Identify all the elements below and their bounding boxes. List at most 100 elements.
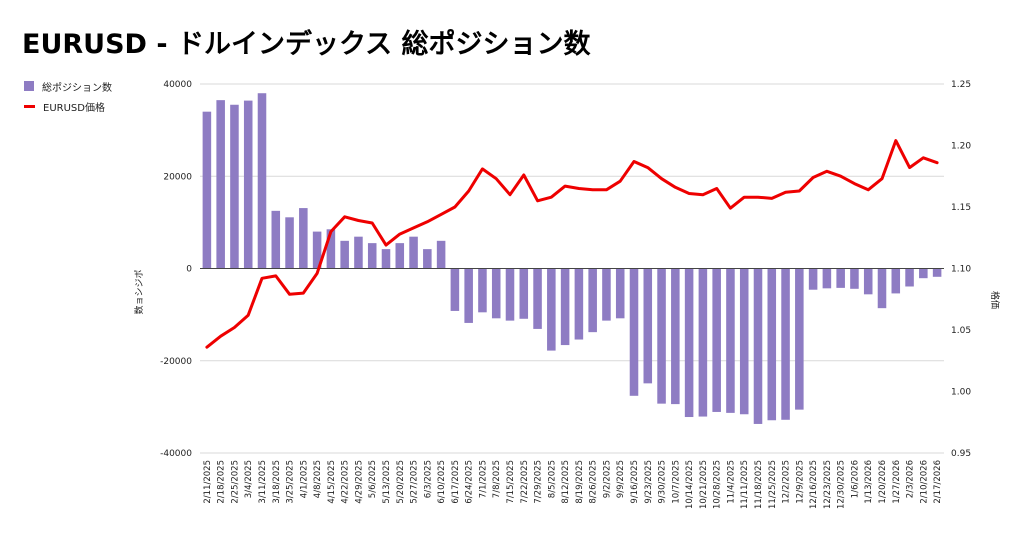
bar [505,268,515,321]
bar [795,268,804,410]
x-tick-label: 5/20/2025 [396,460,406,504]
x-tick-label: 9/16/2025 [630,460,640,504]
bar [671,268,680,405]
bar [257,93,267,269]
y2-tick-label: 1.10 [951,265,971,275]
y2-tick-label: 1.20 [951,142,971,152]
x-tick-label: 2/10/2026 [919,460,929,504]
x-tick-label: 8/19/2025 [575,460,585,504]
x-tick-label: 4/8/2025 [313,460,323,498]
x-tick-label: 3/11/2025 [258,460,268,504]
x-tick-label: 5/27/2025 [410,460,420,504]
bar [877,268,887,309]
bar [629,268,639,396]
x-tick-label: 8/26/2025 [589,460,599,504]
right-axis-ticks: 0.95 1.00 1.05 1.10 1.15 1.20 1.25 [951,80,971,459]
x-tick-label: 12/16/2025 [809,460,819,509]
x-tick-label: 9/2/2025 [602,460,612,498]
y2-tick-label: 1.25 [951,80,971,90]
bar [643,268,653,384]
bar [533,268,542,329]
x-tick-label: 7/15/2025 [506,460,516,504]
legend-item-positions: 総ポジション数 [24,76,112,96]
bar [808,268,818,290]
y2-tick-label: 1.05 [951,326,971,336]
bar [781,268,790,420]
x-tick-label: 3/4/2025 [244,460,254,498]
y-tick-label: -40000 [160,449,192,459]
bar [478,268,487,313]
x-tick-label: 6/17/2025 [451,460,461,504]
x-tick-label: 6/3/2025 [423,460,433,498]
x-tick-label: 10/7/2025 [671,460,681,504]
bar [367,243,377,269]
left-axis-ticks: -40000 -20000 0 20000 40000 [160,80,192,459]
line-series [205,139,939,349]
x-tick-label: 5/13/2025 [382,460,392,504]
x-tick-label: 2/3/2026 [906,460,916,498]
x-tick-label: 7/8/2025 [492,460,502,498]
bar [932,268,942,277]
legend-label-price: EURUSD価格 [43,102,105,114]
x-tick-label: 12/9/2025 [795,460,805,504]
x-tick-label: 2/11/2025 [203,460,213,504]
bar [560,268,570,346]
bar [519,268,529,319]
y2-tick-label: 1.00 [951,388,971,398]
x-tick-label: 6/10/2025 [437,460,447,504]
x-tick-label: 12/2/2025 [782,460,792,504]
x-tick-label: 12/23/2025 [823,460,833,509]
x-tick-label: 7/29/2025 [534,460,544,504]
bar [230,104,239,269]
bar [423,249,432,269]
x-tick-label: 4/1/2025 [299,460,309,498]
bar-series [202,93,942,424]
x-tick-label: 11/11/2025 [740,460,750,509]
bar [753,268,763,424]
x-tick-label: 8/5/2025 [547,460,557,498]
bar [271,210,281,269]
bar [202,111,212,269]
bar [726,268,735,413]
bar [657,268,666,404]
bar [409,236,418,269]
x-tick-label: 5/6/2025 [368,460,378,498]
bar [739,268,749,415]
bar [891,268,901,294]
left-axis-label: 数ョシジポ [133,269,145,314]
bar [216,100,225,269]
x-tick-label: 7/22/2025 [520,460,530,504]
x-tick-label: 12/30/2025 [837,460,847,509]
x-tick-label: 3/25/2025 [286,460,296,504]
bar [450,268,460,311]
x-tick-label: 8/12/2025 [561,460,571,504]
bar [285,217,294,269]
bar [602,268,611,321]
bar [395,243,405,269]
y-tick-label: -20000 [160,357,192,367]
x-tick-label: 7/1/2025 [478,460,488,498]
bar [381,249,391,269]
bar [547,268,556,351]
y-tick-label: 20000 [163,172,192,182]
x-tick-label: 2/18/2025 [217,460,227,504]
y-tick-label: 0 [186,265,192,275]
x-tick-label: 11/25/2025 [768,460,778,509]
bar [464,268,473,323]
bar [243,100,253,269]
bar [767,268,777,421]
x-tick-label: 6/24/2025 [465,460,475,504]
bar [491,268,501,319]
legend: 総ポジション数 EURUSD価格 [24,76,112,116]
bar [588,268,597,333]
bar [850,268,859,289]
x-tick-label: 4/29/2025 [354,460,364,504]
bar [340,240,349,269]
x-tick-label: 1/20/2026 [878,460,888,504]
x-tick-label: 10/14/2025 [685,460,695,509]
bar [326,229,336,269]
bar [354,236,363,269]
legend-item-price: EURUSD価格 [24,96,112,116]
x-tick-label: 10/28/2025 [713,460,723,509]
